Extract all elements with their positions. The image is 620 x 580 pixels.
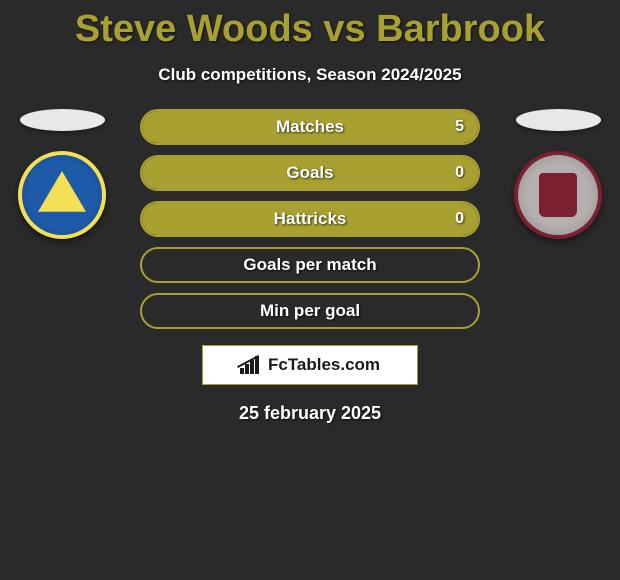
bar-chart-icon: [240, 356, 262, 374]
left-club-crest-icon: [18, 151, 106, 239]
comparison-panel: Matches 5 Goals 0 Hattricks 0 Goals per …: [0, 109, 620, 424]
stat-row-hattricks: Hattricks 0: [140, 201, 480, 237]
comparison-date: 25 february 2025: [0, 403, 620, 424]
stat-label: Matches: [276, 117, 344, 137]
subtitle: Club competitions, Season 2024/2025: [0, 65, 620, 85]
brand-text: FcTables.com: [268, 355, 380, 375]
page-title: Steve Woods vs Barbrook: [0, 0, 620, 51]
stat-row-goals-per-match: Goals per match: [140, 247, 480, 283]
left-name-ellipse: [20, 109, 105, 131]
right-club-crest-icon: [514, 151, 602, 239]
stat-row-matches: Matches 5: [140, 109, 480, 145]
stats-list: Matches 5 Goals 0 Hattricks 0 Goals per …: [140, 109, 480, 329]
stat-label: Min per goal: [260, 301, 360, 321]
stat-row-goals: Goals 0: [140, 155, 480, 191]
stat-label: Hattricks: [274, 209, 347, 229]
brand-badge[interactable]: FcTables.com: [202, 345, 418, 385]
stat-right-value: 5: [455, 118, 464, 136]
stat-label: Goals: [286, 163, 333, 183]
right-name-ellipse: [516, 109, 601, 131]
stat-right-value: 0: [455, 164, 464, 182]
left-club-column: [18, 109, 106, 239]
right-club-column: [514, 109, 602, 239]
stat-right-value: 0: [455, 210, 464, 228]
stat-label: Goals per match: [243, 255, 376, 275]
stat-row-min-per-goal: Min per goal: [140, 293, 480, 329]
